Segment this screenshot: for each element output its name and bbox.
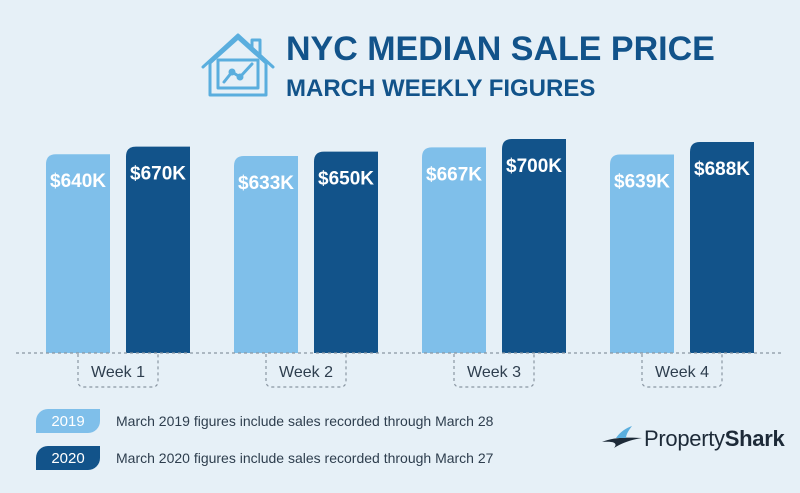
legend-text-2020: March 2020 figures include sales recorde… [116, 450, 494, 466]
chart-subtitle: MARCH WEEKLY FIGURES [286, 75, 595, 102]
x-tick-label-3: Week 3 [467, 364, 521, 381]
bar-2019-week-2 [234, 156, 298, 353]
data-label-2019-week-4: $639K [614, 171, 670, 192]
legend-item-2020: 2020 March 2020 figures include sales re… [36, 446, 493, 470]
legend-badge-2020: 2020 [36, 446, 100, 470]
bar-2019-week-3 [422, 147, 486, 353]
bar-2019-week-4 [610, 154, 674, 353]
bar-2020-week-1 [126, 146, 190, 353]
house-chart-icon [201, 33, 275, 97]
legend-item-2019: 2019 March 2019 figures include sales re… [36, 409, 493, 433]
data-label-2019-week-1: $640K [50, 171, 106, 192]
bar-2020-week-3 [502, 139, 566, 353]
x-tick-label-1: Week 1 [91, 364, 145, 381]
x-axis-labels: Week 1 Week 2 Week 3 Week 4 [77, 354, 723, 388]
data-label-2020-week-4: $688K [694, 159, 750, 180]
shark-fin-icon [602, 426, 642, 448]
bar-2020-week-2 [314, 151, 378, 353]
brand-name-light: Property [644, 426, 725, 451]
data-label-2020-week-2: $650K [318, 169, 374, 190]
brand-logo: PropertyShark [600, 424, 785, 454]
data-label-2020-week-3: $700K [506, 156, 562, 177]
legend-badge-2019: 2019 [36, 409, 100, 433]
brand-name-bold: Shark [724, 426, 785, 451]
brand-name: PropertyShark [644, 426, 785, 452]
bar-2020-week-4 [690, 142, 754, 353]
bar-2019-week-1 [46, 154, 110, 353]
x-tick-label-2: Week 2 [279, 364, 333, 381]
bar-group: $640K $670K $633K $650K $667K $700K $639K $688K [46, 139, 754, 353]
data-label-2019-week-2: $633K [238, 173, 294, 194]
x-tick-label-4: Week 4 [655, 364, 709, 381]
legend-text-2019: March 2019 figures include sales recorde… [116, 413, 494, 429]
data-label-2020-week-1: $670K [130, 164, 186, 185]
data-label-2019-week-3: $667K [426, 164, 482, 185]
chart-title: NYC MEDIAN SALE PRICE [286, 30, 715, 68]
